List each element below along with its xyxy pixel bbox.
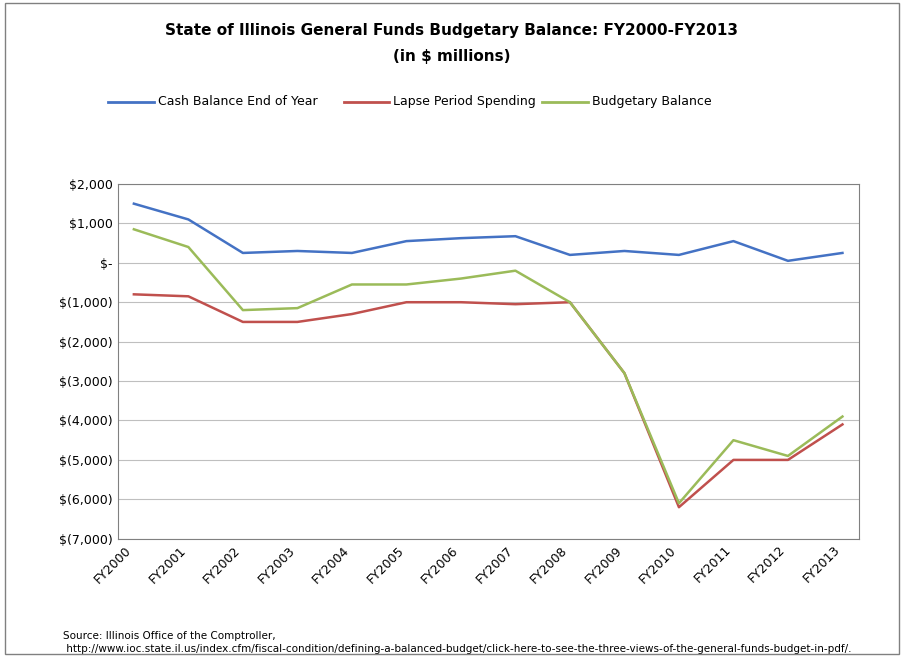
Budgetary Balance: [346, 281, 357, 288]
Budgetary Balance: [128, 225, 139, 233]
Cash Balance End of Year: [836, 249, 847, 257]
Cash Balance End of Year: [237, 249, 248, 257]
Line: Lapse Period Spending: Lapse Period Spending: [134, 294, 842, 507]
Cash Balance End of Year: [128, 200, 139, 208]
Cash Balance End of Year: [509, 233, 520, 240]
Lapse Period Spending: [509, 300, 520, 308]
Lapse Period Spending: [563, 298, 574, 306]
Line: Budgetary Balance: Budgetary Balance: [134, 229, 842, 503]
Text: Budgetary Balance: Budgetary Balance: [591, 95, 711, 108]
Text: Source: Illinois Office of the Comptroller,: Source: Illinois Office of the Comptroll…: [63, 631, 275, 641]
Cash Balance End of Year: [182, 215, 193, 223]
Cash Balance End of Year: [563, 251, 574, 259]
Budgetary Balance: [727, 436, 738, 444]
Lapse Period Spending: [346, 310, 357, 318]
Cash Balance End of Year: [401, 237, 412, 245]
Budgetary Balance: [619, 369, 629, 377]
Budgetary Balance: [182, 243, 193, 251]
Text: State of Illinois General Funds Budgetary Balance: FY2000-FY2013: State of Illinois General Funds Budgetar…: [165, 23, 738, 38]
Lapse Period Spending: [455, 298, 466, 306]
Budgetary Balance: [455, 275, 466, 283]
Lapse Period Spending: [292, 318, 303, 326]
Text: http://www.ioc.state.il.us/index.cfm/fiscal-condition/defining-a-balanced-budget: http://www.ioc.state.il.us/index.cfm/fis…: [63, 644, 851, 654]
Budgetary Balance: [509, 267, 520, 275]
Lapse Period Spending: [182, 292, 193, 300]
Lapse Period Spending: [673, 503, 684, 511]
Budgetary Balance: [292, 304, 303, 312]
Lapse Period Spending: [782, 456, 793, 464]
Lapse Period Spending: [401, 298, 412, 306]
Cash Balance End of Year: [619, 247, 629, 255]
Lapse Period Spending: [836, 420, 847, 428]
Budgetary Balance: [836, 413, 847, 420]
Lapse Period Spending: [237, 318, 248, 326]
Text: (in $ millions): (in $ millions): [393, 49, 510, 64]
Cash Balance End of Year: [346, 249, 357, 257]
Text: Cash Balance End of Year: Cash Balance End of Year: [158, 95, 318, 108]
Budgetary Balance: [782, 452, 793, 460]
Cash Balance End of Year: [292, 247, 303, 255]
Cash Balance End of Year: [782, 257, 793, 265]
Line: Cash Balance End of Year: Cash Balance End of Year: [134, 204, 842, 261]
Cash Balance End of Year: [727, 237, 738, 245]
Lapse Period Spending: [128, 290, 139, 298]
Cash Balance End of Year: [455, 235, 466, 242]
Cash Balance End of Year: [673, 251, 684, 259]
Budgetary Balance: [673, 499, 684, 507]
Budgetary Balance: [563, 298, 574, 306]
Lapse Period Spending: [727, 456, 738, 464]
Lapse Period Spending: [619, 369, 629, 377]
Text: Lapse Period Spending: Lapse Period Spending: [393, 95, 535, 108]
Budgetary Balance: [401, 281, 412, 288]
Budgetary Balance: [237, 306, 248, 314]
